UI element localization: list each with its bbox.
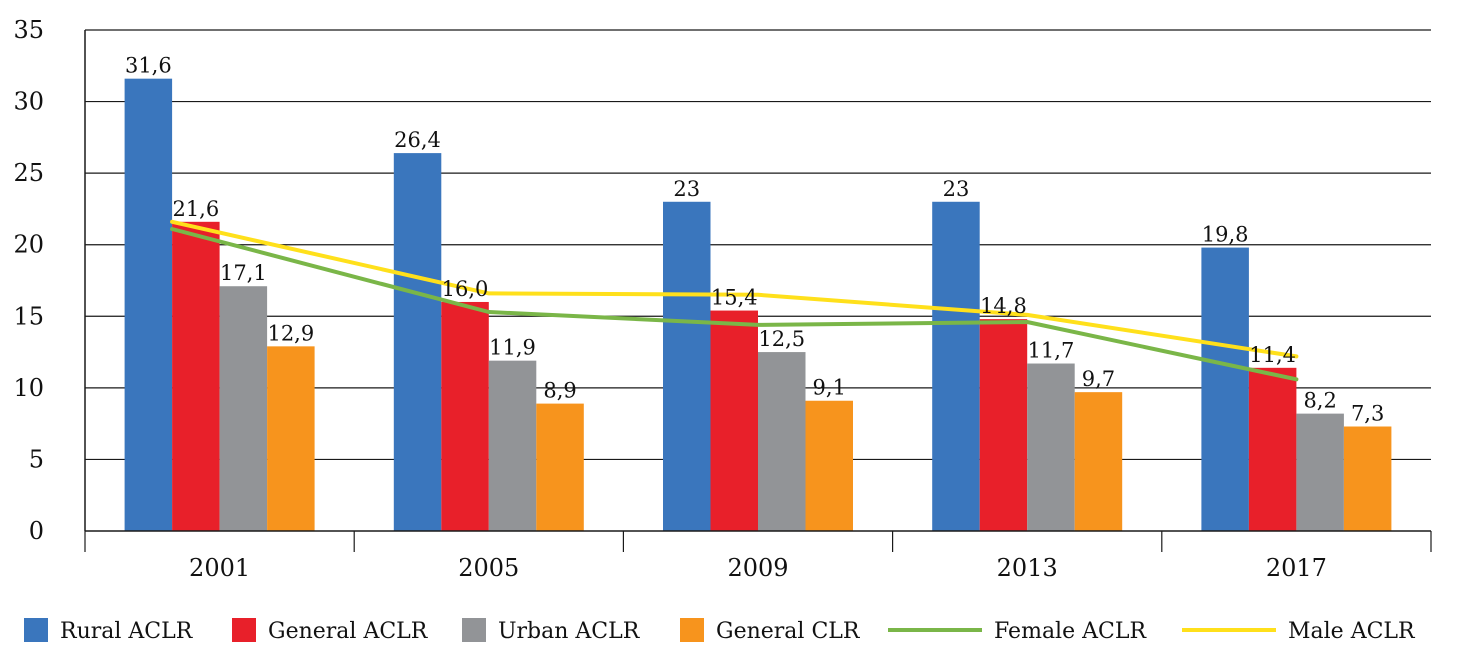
bar-data-label: 8,2 <box>1303 389 1336 413</box>
legend-label: Urban ACLR <box>498 619 641 644</box>
bar-data-label: 11,4 <box>1249 343 1296 367</box>
bar <box>393 153 442 532</box>
bar-data-label: 7,3 <box>1351 402 1384 426</box>
bar <box>805 400 853 531</box>
legend-label: Male ACLR <box>1288 619 1416 644</box>
bar <box>1296 413 1344 531</box>
series-line <box>170 227 1299 382</box>
legend-label: General CLR <box>716 619 861 644</box>
bar <box>1248 367 1297 531</box>
bar-data-label: 23 <box>943 177 970 201</box>
data-labels: 31,6 21,6 17,1 12,9 26,4 16,0 11,9 8,9 23 15,412,… <box>125 54 1384 426</box>
bar-data-label: 23 <box>673 177 700 201</box>
bar <box>1074 392 1123 531</box>
bar-data-label: 9,7 <box>1082 367 1115 391</box>
bar <box>536 403 584 531</box>
legend-label: Rural ACLR <box>60 619 194 644</box>
series-line <box>170 219 1299 359</box>
bar-data-label: 31,6 <box>125 54 172 78</box>
bar <box>758 352 806 531</box>
bar <box>488 360 537 531</box>
y-tick-label: 35 <box>13 16 44 44</box>
bar-data-label: 19,8 <box>1202 223 1249 247</box>
y-tick-label: 30 <box>13 88 44 116</box>
bar <box>1201 247 1249 531</box>
legend-label: General ACLR <box>268 619 429 644</box>
bar-data-label: 11,9 <box>489 336 536 360</box>
x-tick-label: 2001 <box>189 554 250 582</box>
legend-swatch <box>232 618 256 642</box>
x-tick-label: 2017 <box>1266 554 1327 582</box>
bar <box>932 201 980 531</box>
x-tick-label: 2009 <box>727 554 788 582</box>
bar-data-label: 14,8 <box>980 294 1027 318</box>
y-tick-label: 10 <box>13 374 44 402</box>
axes: 0 5 10 15 20 25 30 35 2001 2005 2009 2013 2017 <box>13 16 1432 582</box>
bar <box>663 201 711 531</box>
bar <box>979 319 1028 531</box>
legend-swatch <box>24 618 48 642</box>
bar <box>710 310 758 531</box>
y-tick-label: 20 <box>13 231 44 259</box>
bar-data-label: 17,1 <box>220 261 267 285</box>
bar-series-group <box>124 78 1392 532</box>
bar <box>267 346 315 531</box>
y-tick-label: 5 <box>29 445 44 473</box>
y-tick-label: 25 <box>13 159 44 187</box>
bar-data-label: 9,1 <box>813 376 846 400</box>
bar-data-label: 12,5 <box>758 327 805 351</box>
bar <box>1027 363 1075 531</box>
bar-data-label: 12,9 <box>267 321 314 345</box>
legend: Rural ACLR General ACLR Urban ACLR General … <box>24 618 1416 644</box>
bar-data-label: 11,7 <box>1028 339 1075 363</box>
legend-label: Female ACLR <box>994 619 1147 644</box>
bar-data-label: 8,9 <box>543 379 576 403</box>
bar <box>124 78 173 531</box>
bar-data-label: 26,4 <box>394 128 441 152</box>
bar <box>172 221 220 531</box>
bar-data-label: 21,6 <box>172 197 219 221</box>
legend-swatch <box>462 618 486 642</box>
bar-data-label: 16,0 <box>442 277 489 301</box>
bar <box>1343 426 1392 531</box>
bar-data-label: 15,4 <box>711 286 758 310</box>
y-tick-label: 0 <box>29 517 44 545</box>
bar <box>441 301 489 531</box>
line-series-group <box>170 219 1299 382</box>
bar <box>219 286 268 531</box>
x-tick-label: 2005 <box>458 554 519 582</box>
y-tick-label: 15 <box>13 302 44 330</box>
legend-swatch <box>680 618 704 642</box>
x-tick-label: 2013 <box>997 554 1058 582</box>
